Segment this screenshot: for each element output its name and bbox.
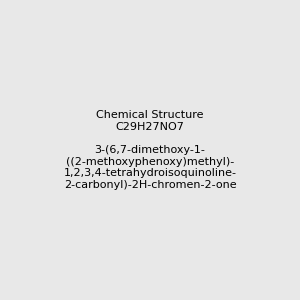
Text: Chemical Structure
C29H27NO7

3-(6,7-dimethoxy-1-
((2-methoxyphenoxy)methyl)-
1,: Chemical Structure C29H27NO7 3-(6,7-dime… [64, 110, 236, 190]
